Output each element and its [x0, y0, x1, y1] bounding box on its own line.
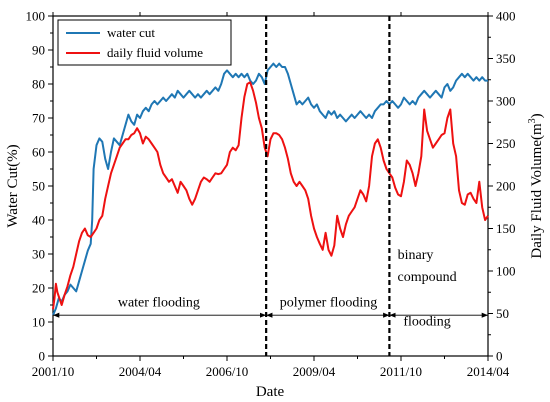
- annotation-binary: binary: [398, 248, 434, 263]
- x-tick-label-2001/10: 2001/10: [32, 364, 75, 379]
- y-right-tick-label-100: 100: [496, 264, 516, 279]
- y-right-tick-label-50: 50: [496, 306, 509, 321]
- y-left-tick-label-50: 50: [32, 179, 45, 194]
- y-left-tick-label-40: 40: [32, 213, 45, 228]
- x-tick-label-2006/10: 2006/10: [206, 364, 249, 379]
- x-axis-title: Date: [256, 384, 285, 400]
- annotation-flooding: flooding: [403, 314, 450, 329]
- y-right-tick-label-350: 350: [496, 51, 516, 66]
- y-left-tick-label-70: 70: [32, 111, 45, 126]
- axis-layer: 2001/10 2004/04 2006/10 2009/04 2011/10 2014/…: [26, 9, 516, 380]
- y-axis-left-title: Water Cut(%): [5, 144, 21, 227]
- y-axis-right-title: Daily Fluid Volume(m3): [527, 113, 545, 258]
- annotation-compound: compound: [398, 270, 457, 285]
- x-tick-label-2011/10: 2011/10: [380, 364, 422, 379]
- annotation-water-flooding: water flooding: [118, 296, 200, 311]
- y-left-tick-label-30: 30: [32, 247, 45, 262]
- phase-divider-layer: [265, 16, 391, 356]
- y-right-tick-label-200: 200: [496, 179, 516, 194]
- y-left-tick-label-10: 10: [32, 315, 45, 330]
- series-line-daily-fluid-volume: [52, 81, 489, 310]
- y-left-tick-label-100: 100: [26, 9, 46, 24]
- legend-box: [57, 19, 232, 66]
- x-tick-label-2004/04: 2004/04: [119, 364, 162, 379]
- legend-label-daily-fluid-volume: daily fluid volume: [107, 45, 203, 60]
- y-left-tick-label-90: 90: [32, 43, 45, 58]
- series-line-water-cut: [52, 62, 488, 316]
- annotation-polymer-flooding: polymer flooding: [280, 296, 378, 311]
- y-left-tick-label-60: 60: [32, 145, 45, 160]
- y-axis-right-title-close: ): [529, 113, 545, 118]
- y-axis-right-title-main: Daily Fluid Volume(m: [529, 123, 545, 259]
- series-layer: [52, 62, 489, 316]
- annotation-layer: water flooding polymer flooding binary comp…: [53, 248, 488, 329]
- y-left-tick-label-20: 20: [32, 281, 45, 296]
- y-axis-right-title-sup: 3: [527, 118, 538, 123]
- y-left-tick-label-80: 80: [32, 77, 45, 92]
- x-tick-label-2009/04: 2009/04: [293, 364, 336, 379]
- y-right-tick-label-400: 400: [496, 9, 516, 24]
- y-right-tick-label-250: 250: [496, 136, 516, 151]
- legend: water cut daily fluid volume: [57, 19, 232, 66]
- y-right-tick-label-150: 150: [496, 221, 516, 236]
- y-left-tick-label-0: 0: [39, 349, 46, 364]
- y-right-tick-label-300: 300: [496, 94, 516, 109]
- y-right-tick-label-0: 0: [496, 349, 503, 364]
- legend-label-water-cut: water cut: [107, 25, 155, 40]
- x-tick-label-2014/04: 2014/04: [467, 364, 510, 379]
